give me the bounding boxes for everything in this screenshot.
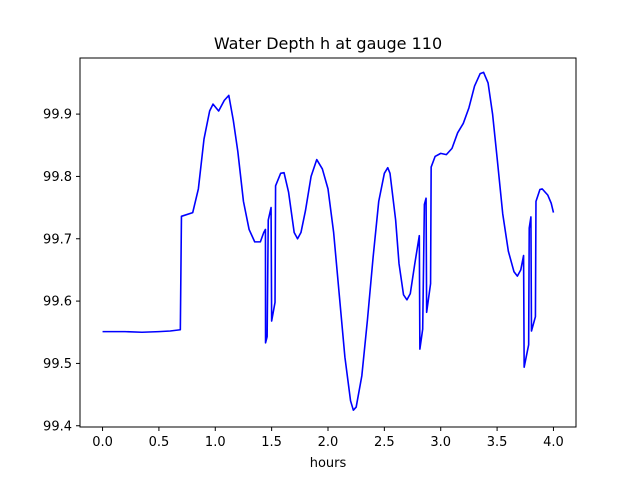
x-tick-label: 4.0 <box>543 435 564 450</box>
x-tick-label: 1.0 <box>205 435 226 450</box>
x-tick-label: 1.5 <box>261 435 282 450</box>
y-tick-label: 99.7 <box>43 232 72 247</box>
x-axis-label: hours <box>310 456 347 471</box>
x-tick-label: 3.5 <box>487 435 508 450</box>
x-tick-label: 3.0 <box>430 435 451 450</box>
y-tick-label: 99.4 <box>43 419 72 434</box>
plot-area <box>102 71 555 411</box>
x-tick-label: 2.5 <box>374 435 395 450</box>
x-axis: 0.0 0.5 1.0 1.5 2.0 2.5 3.0 3.5 4.0 <box>92 427 564 450</box>
y-tick-label: 99.5 <box>43 357 72 372</box>
y-tick-label: 99.9 <box>43 108 72 123</box>
series-line-0 <box>102 71 555 411</box>
y-tick-label: 99.6 <box>43 295 72 310</box>
x-tick-label: 0.0 <box>92 435 113 450</box>
y-axis: 99.4 99.5 99.6 99.7 99.8 99.9 <box>43 108 80 434</box>
chart-title: Water Depth h at gauge 110 <box>214 34 442 53</box>
y-tick-label: 99.8 <box>43 170 72 185</box>
x-tick-label: 0.5 <box>149 435 170 450</box>
x-tick-label: 2.0 <box>318 435 339 450</box>
